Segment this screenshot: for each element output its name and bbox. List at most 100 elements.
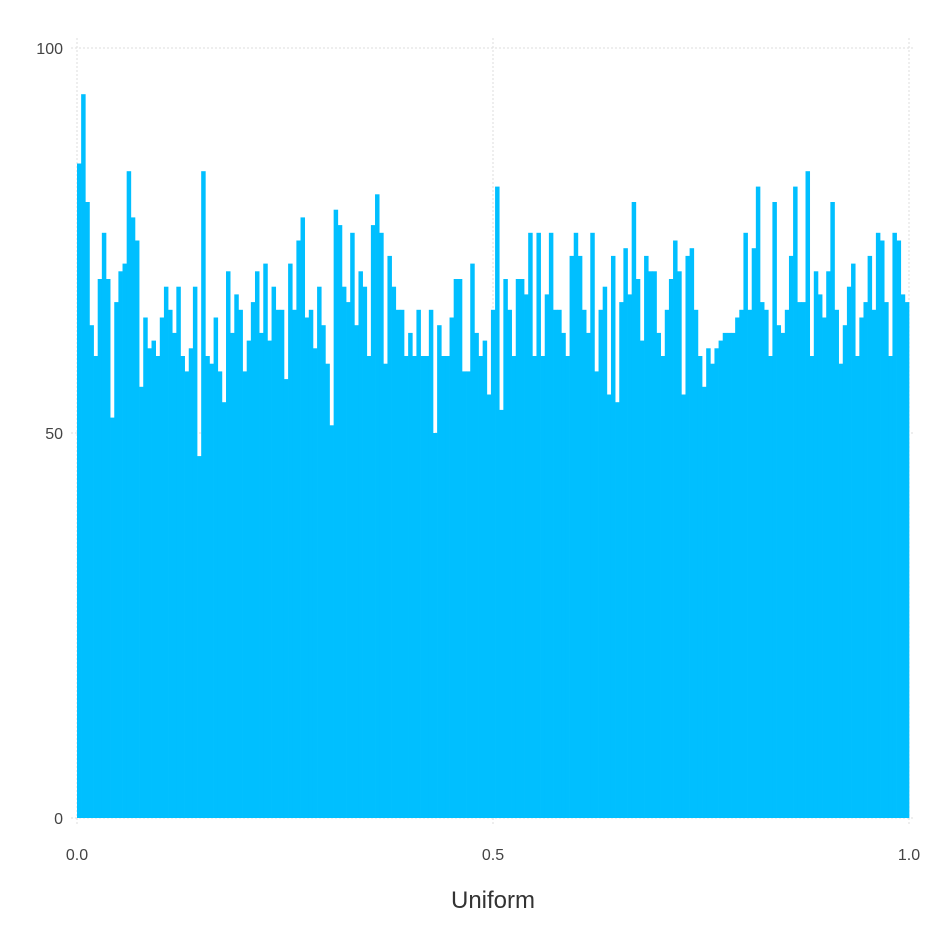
histogram-bar <box>755 186 761 819</box>
histogram-bar <box>238 309 243 818</box>
histogram-bar <box>221 402 227 818</box>
histogram-bar <box>437 325 442 818</box>
histogram-bar <box>784 309 790 818</box>
histogram-bar <box>412 356 417 818</box>
histogram-bar <box>805 171 811 818</box>
histogram-bar <box>673 240 678 818</box>
histogram-bar <box>192 286 198 818</box>
histogram-bar <box>333 209 339 818</box>
histogram-bar <box>573 232 579 819</box>
histogram-bar <box>461 371 467 818</box>
histogram-bar <box>383 363 388 818</box>
histogram-bar <box>85 202 90 818</box>
histogram-bar <box>126 171 132 818</box>
histogram-bar <box>416 309 421 818</box>
histogram-bar <box>358 271 363 818</box>
histogram-bar <box>97 279 103 818</box>
x-tick-label-0: 0.0 <box>66 847 88 864</box>
histogram-bar <box>432 433 438 818</box>
histogram-bar <box>77 163 82 818</box>
histogram-bar <box>557 309 562 818</box>
histogram-bar <box>163 286 169 818</box>
histogram-bar <box>470 263 475 819</box>
histogram-bar <box>660 356 666 818</box>
histogram-bar <box>453 279 459 818</box>
x-tick-labels: 0.0 0.5 1.0 <box>66 847 920 864</box>
y-tick-label-0: 0 <box>54 811 63 828</box>
histogram-bar <box>511 356 517 818</box>
histogram-bar <box>180 356 185 818</box>
histogram-bar <box>586 332 591 818</box>
histogram-bar <box>217 371 223 818</box>
histogram-bar <box>399 309 405 818</box>
histogram-bar <box>735 317 740 818</box>
histogram-bar <box>693 309 699 818</box>
histogram-bar <box>702 386 707 818</box>
histogram-bar <box>114 302 119 819</box>
histogram-bar <box>201 171 206 818</box>
histogram-bar <box>495 186 500 819</box>
histogram-bar <box>793 186 798 819</box>
histogram-bar <box>325 363 330 818</box>
y-tick-label-50: 50 <box>45 426 63 443</box>
histogram-bar <box>842 325 848 818</box>
histogram-bar <box>312 348 318 818</box>
histogram-bar <box>271 286 277 818</box>
histogram-bar <box>250 302 256 819</box>
histogram-bar <box>105 279 111 818</box>
histogram-bar <box>515 279 521 818</box>
histogram-bar <box>739 309 744 818</box>
histogram-bar <box>147 348 152 818</box>
histogram-bar <box>139 386 144 818</box>
histogram-bar <box>664 309 670 818</box>
histogram-bar <box>722 332 728 818</box>
histogram-bar <box>474 332 479 818</box>
histogram-bar <box>279 309 285 818</box>
histogram-bar <box>668 279 674 818</box>
histogram-bar <box>445 356 450 818</box>
histogram-bar <box>544 294 550 818</box>
histogram-bar <box>267 340 272 818</box>
x-axis-title: Uniform <box>451 887 535 914</box>
histogram-bar <box>168 309 173 818</box>
histogram-bar <box>159 317 165 818</box>
histogram-bar <box>370 225 376 819</box>
histogram-bar <box>892 232 897 819</box>
histogram-bar <box>776 325 782 818</box>
histogram-bar <box>424 356 430 818</box>
histogram-bar <box>337 225 343 819</box>
histogram-bar <box>457 279 463 818</box>
histogram-bar <box>851 263 856 819</box>
histogram-bar <box>507 309 512 818</box>
histogram-bar <box>317 286 322 818</box>
histogram-bar <box>648 271 653 818</box>
histogram-bar <box>619 302 624 819</box>
histogram-bar <box>615 402 620 818</box>
histogram-bar <box>714 348 719 818</box>
histogram-bar <box>441 356 446 818</box>
histogram-bar <box>292 309 297 818</box>
histogram-bar <box>863 302 868 819</box>
histogram-bar <box>743 232 748 819</box>
histogram-bar <box>449 317 455 818</box>
histogram-bar <box>685 255 690 818</box>
histogram-bar <box>375 194 380 819</box>
histogram-bar <box>623 248 628 818</box>
histogram-bar <box>155 356 161 818</box>
histogram-bar <box>151 340 156 818</box>
histogram-bar <box>846 286 852 818</box>
histogram-bar <box>93 356 99 818</box>
histogram-bar <box>681 394 686 818</box>
histogram-bar <box>880 240 885 818</box>
histogram-bar <box>341 286 347 818</box>
histogram-bar <box>234 294 239 818</box>
histogram-bar <box>780 332 786 818</box>
histogram-bar <box>565 356 570 818</box>
histogram-bar <box>834 309 839 818</box>
histogram-bar <box>130 217 136 818</box>
histogram-bar <box>817 294 823 818</box>
histogram-bar <box>466 371 471 818</box>
histogram-bar <box>350 232 355 819</box>
histogram-bar <box>519 279 525 818</box>
